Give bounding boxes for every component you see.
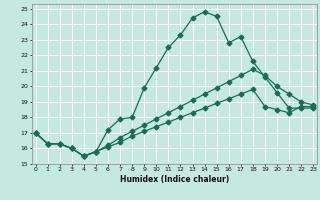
X-axis label: Humidex (Indice chaleur): Humidex (Indice chaleur) bbox=[120, 175, 229, 184]
